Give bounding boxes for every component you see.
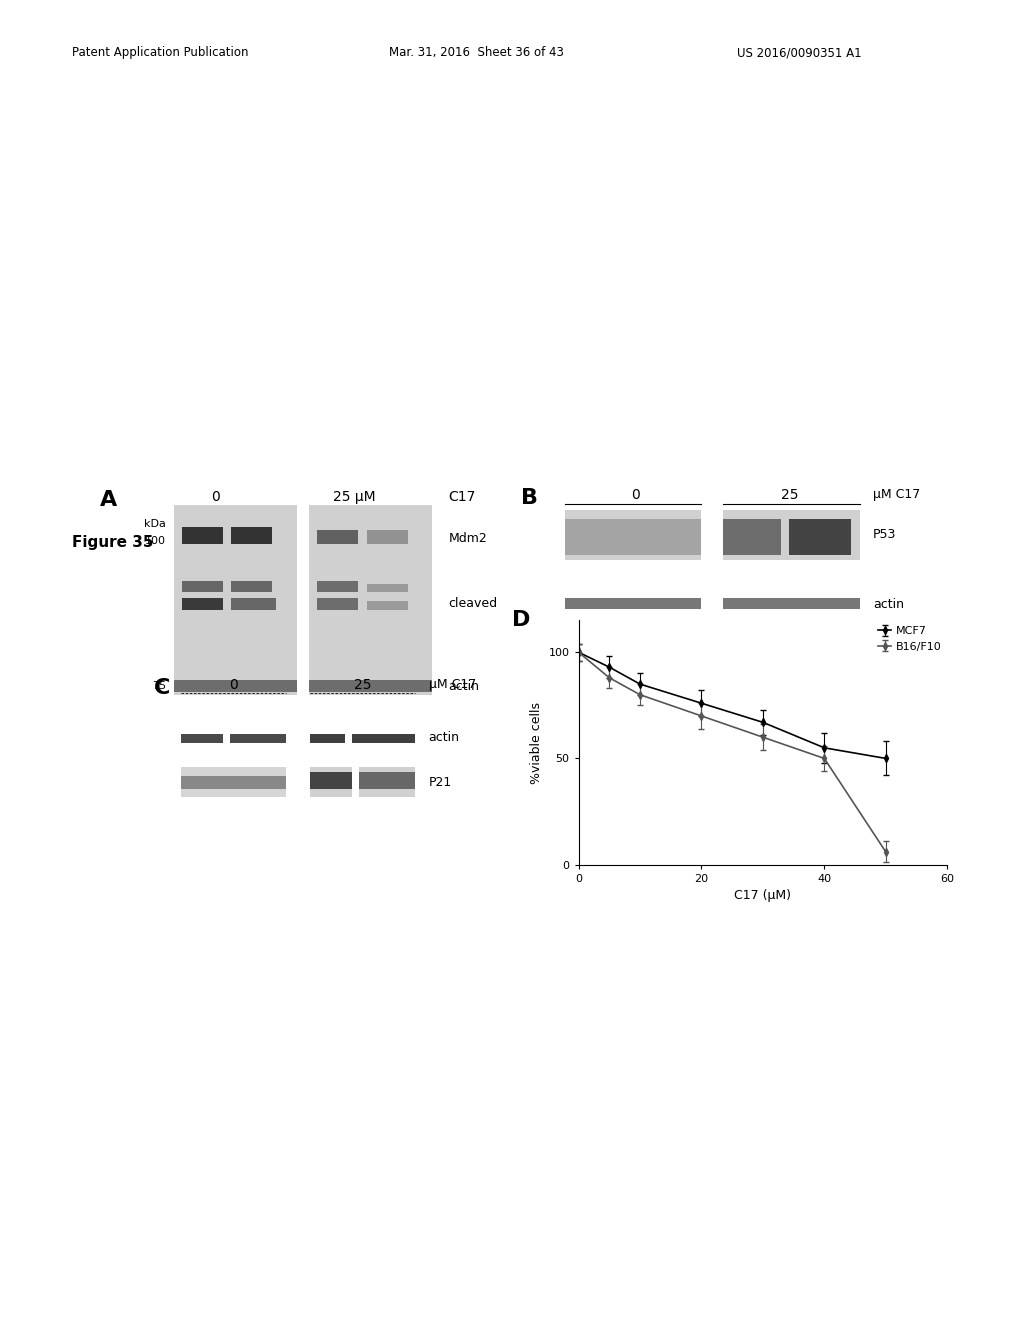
Bar [317,581,358,593]
Text: C17: C17 [449,490,476,504]
Bar [565,519,701,556]
Bar [367,531,408,544]
Text: actin: actin [873,598,904,611]
Bar [230,734,286,742]
Bar [309,504,432,694]
Bar [309,681,432,692]
Bar [182,581,223,593]
Bar [565,511,701,560]
Bar [310,767,352,797]
Bar [181,767,230,797]
Bar [723,519,780,556]
Bar [723,598,860,609]
Legend: MCF7, B16/F10: MCF7, B16/F10 [879,626,942,652]
Bar [181,734,223,742]
Bar [317,531,358,544]
Bar [367,601,408,610]
Bar [790,519,851,556]
Text: 100: 100 [144,536,166,546]
Text: 0: 0 [229,678,238,692]
Bar [181,776,230,789]
Bar [359,767,415,797]
Bar [352,734,415,742]
Text: cleaved: cleaved [449,598,498,610]
Text: actin: actin [429,731,460,744]
Bar [310,734,345,742]
Bar [182,527,223,544]
Text: D: D [512,610,530,630]
Text: Patent Application Publication: Patent Application Publication [72,46,248,59]
Text: B: B [521,488,538,508]
Bar [231,527,272,544]
Bar [723,511,860,560]
Text: 25 μM: 25 μM [333,490,376,504]
Bar [310,772,352,789]
Text: 0: 0 [631,488,640,502]
Bar [182,598,223,610]
Bar [565,598,701,609]
Text: Figure 35: Figure 35 [72,535,154,549]
Text: C: C [154,678,170,698]
Bar [174,681,297,692]
Bar [231,581,272,593]
Text: μM C17: μM C17 [873,488,921,500]
Text: US 2016/0090351 A1: US 2016/0090351 A1 [737,46,862,59]
Y-axis label: %viable cells: %viable cells [530,701,543,784]
Text: 25: 25 [780,488,798,502]
Bar [367,583,408,593]
Text: Mar. 31, 2016  Sheet 36 of 43: Mar. 31, 2016 Sheet 36 of 43 [389,46,564,59]
Bar [230,776,286,789]
Bar [230,767,286,797]
X-axis label: C17 (μM): C17 (μM) [734,890,792,902]
Text: Mdm2: Mdm2 [449,532,487,545]
Text: A: A [100,490,118,511]
Bar [317,598,358,610]
Bar [359,772,415,789]
Bar [231,598,276,610]
Text: P53: P53 [873,528,896,541]
Text: kDa: kDa [144,519,166,529]
Text: P21: P21 [429,776,452,788]
Text: 0: 0 [211,490,219,504]
Text: 25: 25 [353,678,372,692]
Bar [174,504,297,694]
Text: 75: 75 [152,681,166,692]
Text: μM C17: μM C17 [429,678,476,692]
Text: actin: actin [449,680,479,693]
